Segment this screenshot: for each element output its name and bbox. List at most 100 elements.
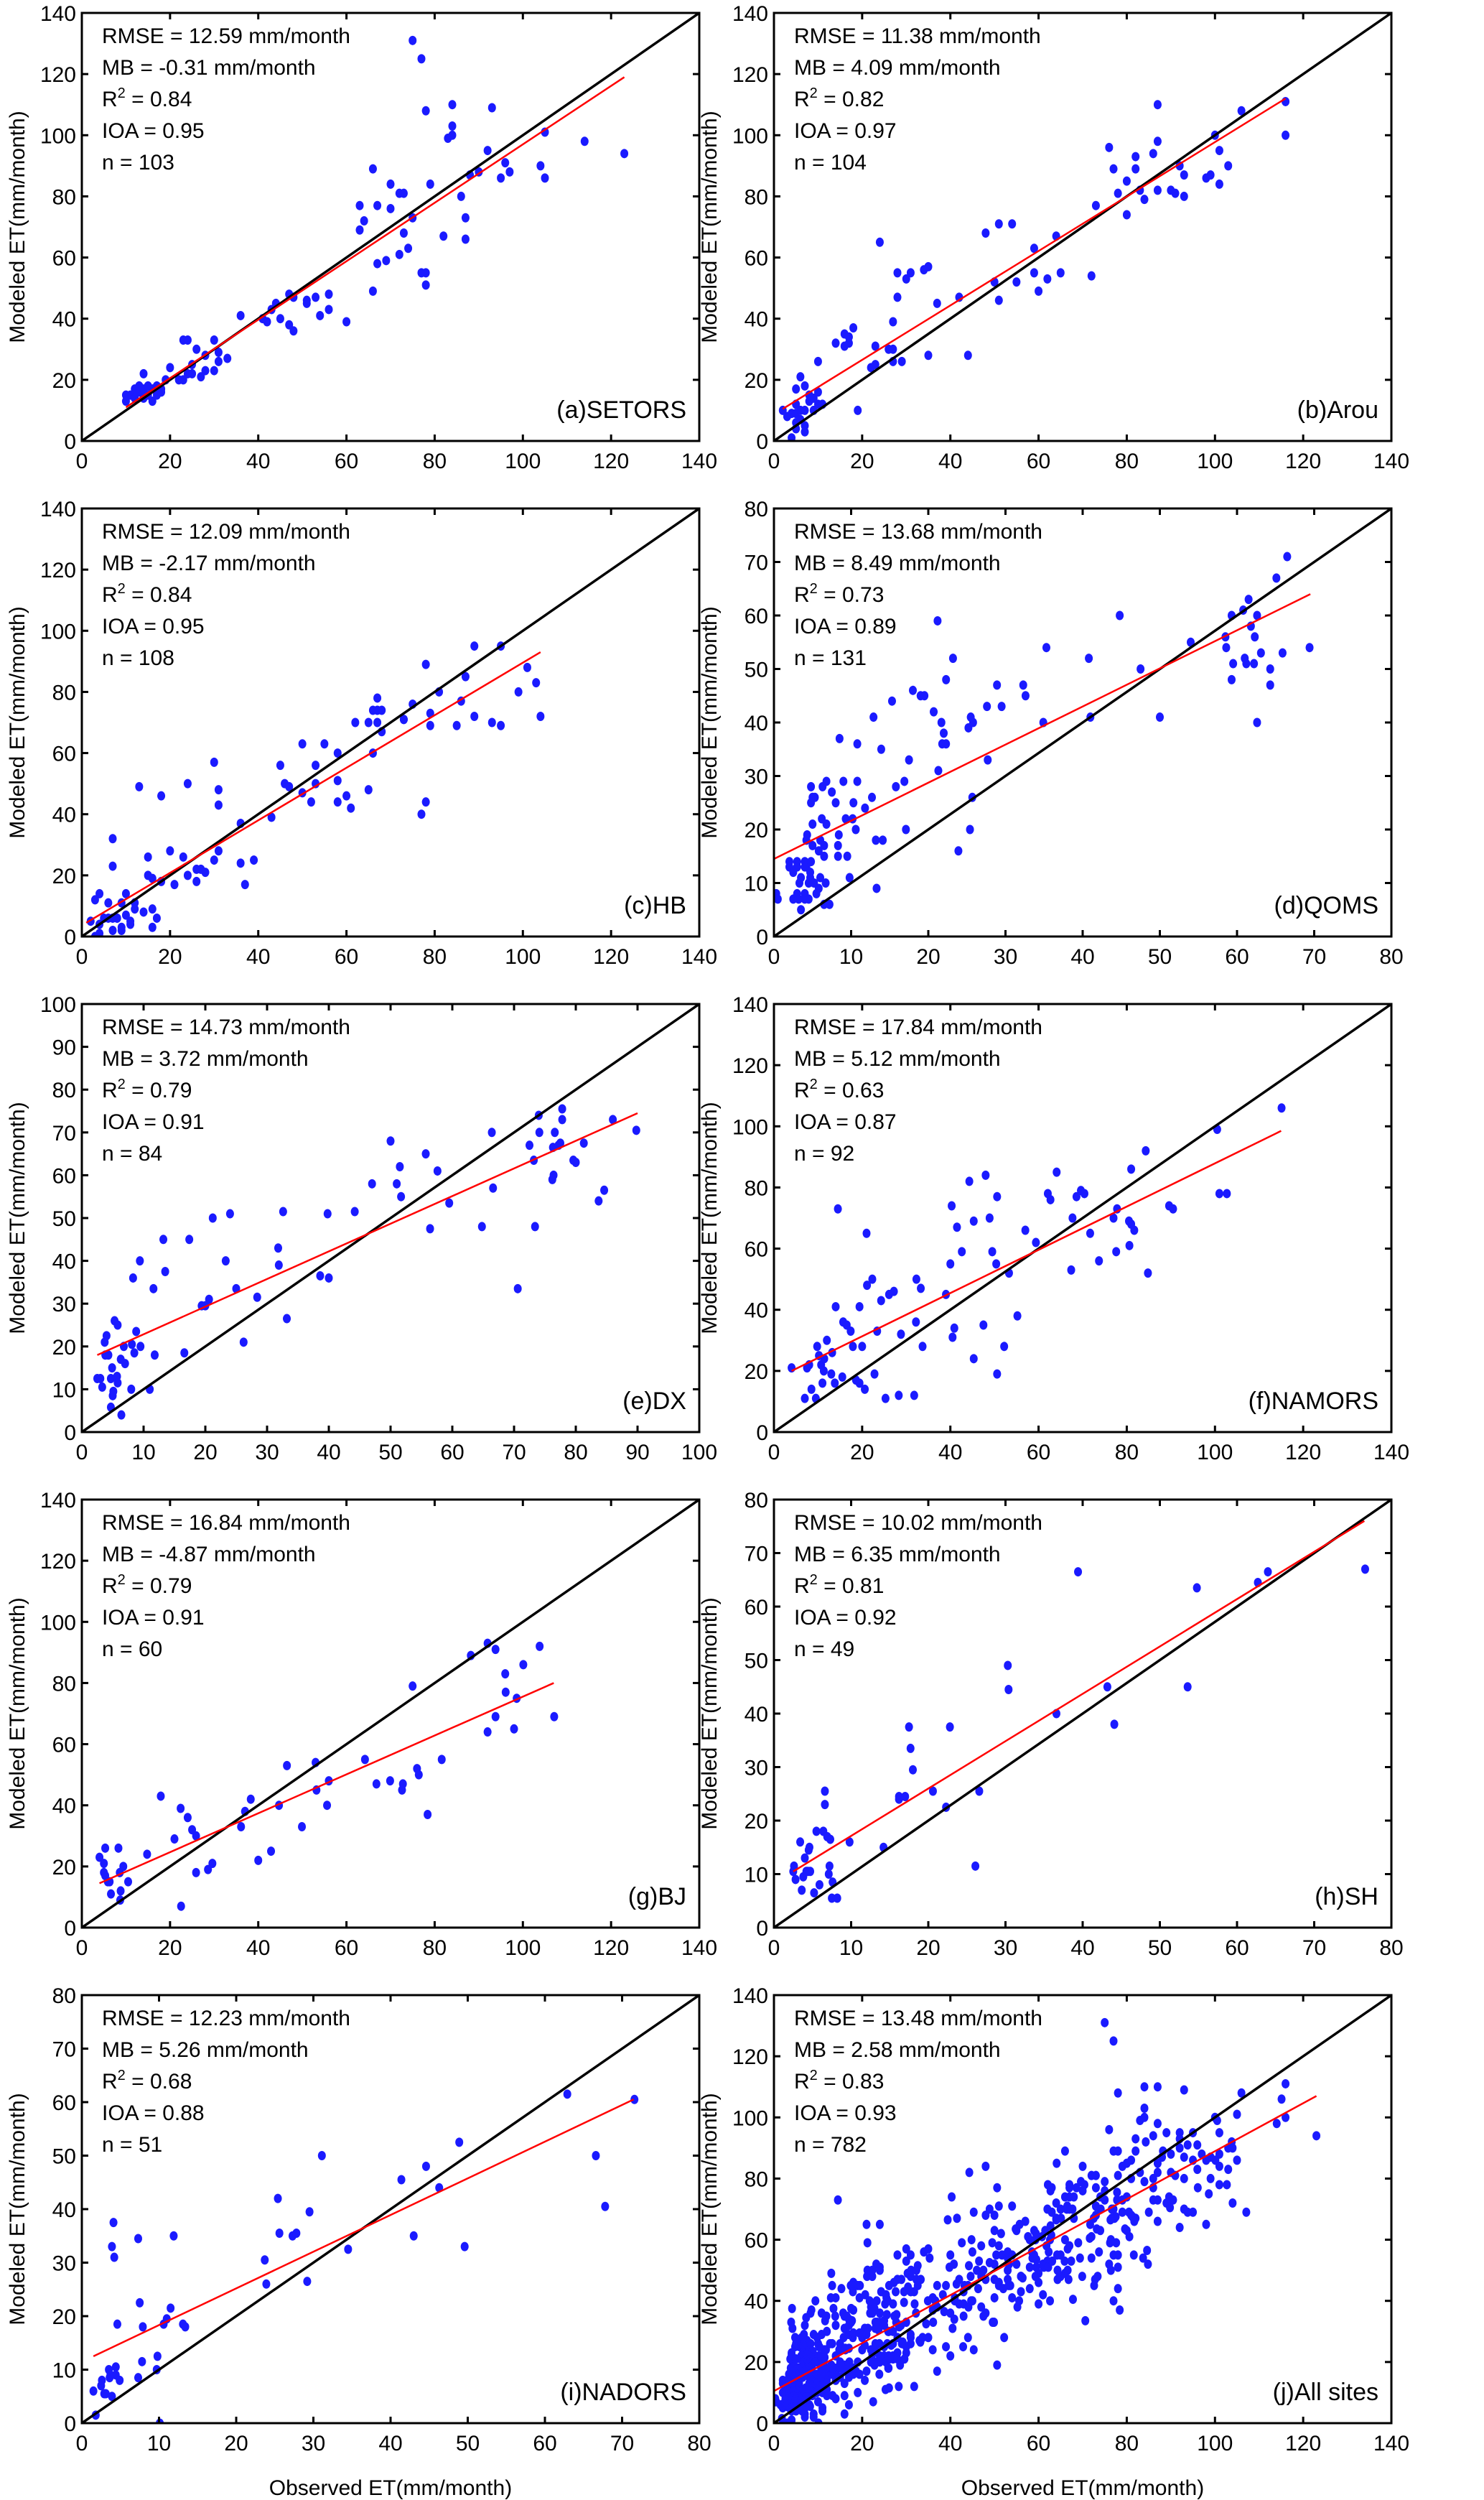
data-point [871, 360, 879, 370]
r2-value: = 0.84 [126, 88, 192, 111]
panel-label: (h)SH [1315, 1883, 1378, 1910]
data-point [801, 1853, 809, 1863]
x-tick-label: 140 [1373, 1441, 1409, 1464]
x-tick-label: 30 [302, 2432, 325, 2455]
data-point [360, 1755, 369, 1765]
data-point [536, 711, 545, 721]
stat-r2: R2 = 0.63 [794, 1077, 884, 1102]
x-tick-label: 90 [625, 1441, 649, 1464]
y-axis-title: Modeled ET(mm/month) [698, 1597, 722, 1829]
data-point [1087, 2253, 1096, 2263]
data-point [801, 2320, 809, 2331]
data-point [808, 819, 817, 830]
data-point [788, 2303, 796, 2313]
data-point [849, 322, 858, 333]
data-point [933, 615, 942, 626]
data-point [274, 1243, 282, 1253]
x-tick-label: 80 [423, 945, 447, 969]
data-point [1065, 2180, 1074, 2190]
data-point [889, 317, 897, 327]
panel-d: 00 10 10 20 20 30 30 40 40 50 50 60 60 70 70 80 80 RMSE =… [698, 498, 1404, 969]
data-point [1091, 200, 1100, 210]
data-point [827, 2268, 836, 2278]
y-tick-label: 10 [745, 1864, 768, 1887]
panel-label: (c)HB [624, 892, 686, 919]
data-point [448, 121, 457, 131]
data-point [953, 2213, 961, 2223]
data-point [1091, 2170, 1100, 2180]
x-tick-label: 0 [76, 1441, 88, 1464]
panel-label: (f)NAMORS [1249, 1388, 1378, 1415]
y-tick-label: 20 [745, 1810, 768, 1834]
points-a [121, 35, 629, 406]
data-point [948, 654, 957, 664]
data-point [417, 54, 426, 64]
data-point [918, 2333, 927, 2343]
data-point [1109, 164, 1118, 174]
data-point [920, 691, 929, 701]
data-point [214, 348, 223, 358]
data-point [323, 1209, 332, 1219]
data-point [263, 317, 271, 327]
data-point [1101, 2177, 1109, 2187]
r2-value: = 0.79 [126, 1574, 192, 1598]
data-point [950, 1323, 958, 1333]
y-tick-label: 0 [64, 1917, 76, 1941]
stat-mb: MB = -2.17 mm/month [102, 552, 316, 575]
data-point [179, 852, 187, 862]
data-point [834, 851, 842, 861]
data-point [355, 200, 364, 210]
data-point [862, 1228, 871, 1238]
data-point [895, 2381, 903, 2392]
data-point [929, 2318, 938, 2328]
x-tick-label: 50 [1148, 945, 1172, 969]
data-point [1012, 2259, 1021, 2269]
data-point [433, 1166, 442, 1176]
data-point [801, 421, 809, 431]
data-point [364, 717, 373, 728]
data-point [609, 1115, 617, 1125]
data-point [592, 2151, 600, 2160]
data-point [813, 2380, 821, 2390]
data-point [822, 2311, 831, 2321]
data-point [1080, 2180, 1088, 2190]
data-point [267, 812, 276, 822]
data-point [904, 2282, 913, 2292]
data-point [448, 100, 457, 110]
y-tick-label: 0 [64, 2412, 76, 2436]
y-tick-label: 50 [52, 1207, 76, 1231]
data-point [1144, 2259, 1152, 2269]
data-point [101, 2389, 110, 2399]
data-point [95, 929, 104, 937]
one-to-one-line [774, 508, 1391, 937]
x-tick-label: 40 [938, 2432, 962, 2455]
data-point [368, 286, 377, 296]
data-point [1024, 2231, 1032, 2241]
data-point [421, 280, 430, 290]
data-point [1046, 2185, 1055, 2195]
data-point [558, 1115, 566, 1125]
data-point [831, 2320, 840, 2331]
data-point [844, 2399, 853, 2410]
data-point [943, 2215, 952, 2225]
x-tick-label: 80 [1115, 2432, 1139, 2455]
y-tick-label: 80 [52, 1984, 76, 2008]
data-point [1153, 100, 1162, 110]
data-point [1180, 2085, 1188, 2095]
data-point [791, 2394, 800, 2404]
data-point [250, 855, 258, 865]
data-point [1142, 2137, 1150, 2147]
data-point [183, 870, 192, 880]
data-point [910, 2299, 919, 2309]
data-point [870, 2303, 879, 2313]
data-point [1046, 1194, 1055, 1204]
data-point [1229, 659, 1238, 669]
points-b [778, 96, 1290, 441]
data-point [1183, 2140, 1192, 2150]
stat-mb: MB = 4.09 mm/month [794, 56, 1001, 80]
data-point [397, 2175, 406, 2185]
data-point [1251, 632, 1259, 642]
y-tick-label: 100 [40, 1611, 76, 1635]
data-point [902, 2244, 910, 2254]
one-to-one-line [774, 1004, 1391, 1432]
